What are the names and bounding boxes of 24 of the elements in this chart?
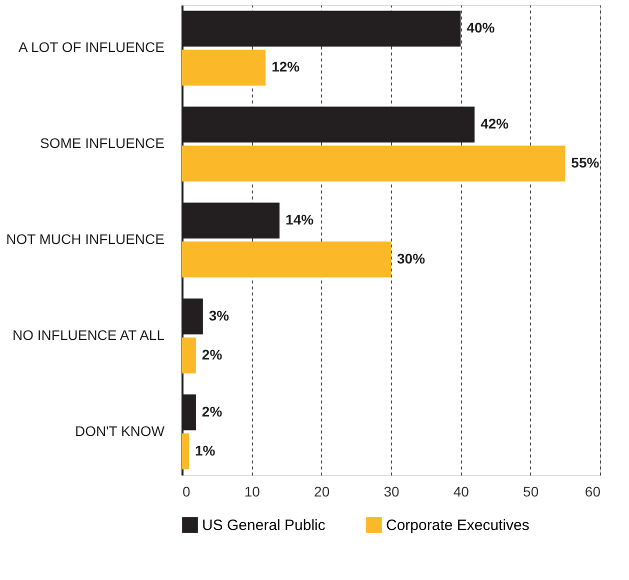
data-label: 3% xyxy=(208,307,230,324)
data-label: 42% xyxy=(480,116,510,132)
x-tick-label: 60 xyxy=(584,484,601,500)
y-tick-label: NOT MUCH INFLUENCE xyxy=(6,231,164,247)
data-label: 2% xyxy=(202,346,223,362)
x-tick-label: 20 xyxy=(314,484,330,500)
x-tick-label: 50 xyxy=(523,484,539,500)
y-tick-label: A LOT OF INFLUENCE xyxy=(18,39,164,56)
y-tick-label: SOME INFLUENCE xyxy=(40,135,164,152)
x-tick-label: 0 xyxy=(182,484,190,500)
y-tick-label: DON'T KNOW xyxy=(74,422,166,439)
data-label: 2% xyxy=(202,403,223,420)
legend-label: US General Public xyxy=(202,517,326,534)
data-label: 40% xyxy=(466,20,496,36)
data-label: 30% xyxy=(397,250,426,266)
x-tick-label: 30 xyxy=(384,484,400,500)
x-tick-label: 40 xyxy=(453,484,470,500)
y-tick-label: NO INFLUENCE AT ALL xyxy=(12,326,165,343)
legend-label: Corporate Executives xyxy=(386,517,530,534)
data-label: 14% xyxy=(286,212,314,228)
x-tick-label: 10 xyxy=(244,484,260,500)
data-label: 1% xyxy=(194,442,216,458)
data-label: 12% xyxy=(272,58,300,75)
data-label: 55% xyxy=(571,154,600,171)
